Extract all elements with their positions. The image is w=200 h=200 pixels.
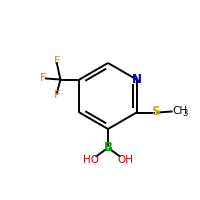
Text: S: S bbox=[151, 105, 160, 118]
Text: F: F bbox=[40, 73, 47, 83]
Text: OH: OH bbox=[117, 155, 133, 165]
Text: F: F bbox=[54, 90, 60, 100]
Text: B: B bbox=[104, 141, 112, 154]
Text: HO: HO bbox=[83, 155, 99, 165]
Text: F: F bbox=[54, 56, 60, 66]
Text: 3: 3 bbox=[182, 109, 188, 118]
Text: CH: CH bbox=[173, 106, 188, 116]
Text: N: N bbox=[132, 73, 142, 86]
